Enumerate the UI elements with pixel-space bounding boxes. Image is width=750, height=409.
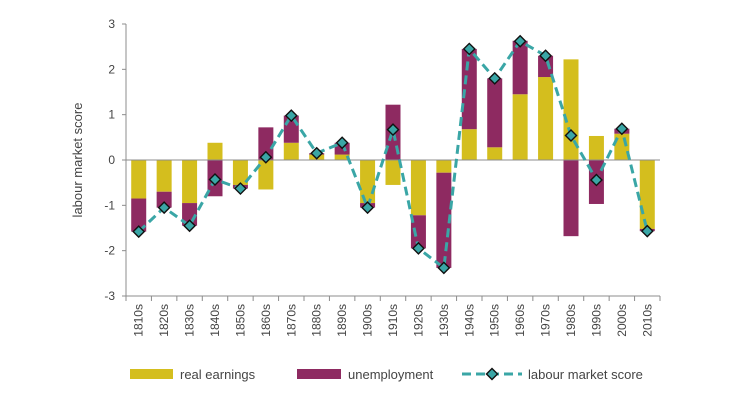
x-tick-label: 1960s [513,304,527,337]
legend-marker-labour-market-score [485,367,499,381]
bar-unemployment [538,55,554,78]
point-labour-market-score [488,71,502,85]
bar-real-earnings [334,154,350,160]
point-labour-market-score [411,241,425,255]
bar-real-earnings [512,94,528,160]
bar-unemployment [512,40,528,95]
bar-real-earnings [258,160,274,190]
bar-real-earnings [283,142,299,160]
bar-real-earnings [207,142,223,160]
x-tick-label: 1970s [539,304,553,337]
x-tick-label: 1850s [233,304,247,337]
point-labour-market-score [437,261,451,275]
point-labour-market-score [386,123,400,137]
y-axis-title: labour market score [70,103,85,218]
point-labour-market-score [310,146,324,160]
point-labour-market-score [462,42,476,56]
bar-unemployment [563,160,579,237]
line-labour-market-score [137,39,649,270]
x-tick-label: 1910s [386,304,400,337]
point-labour-market-score [564,129,578,143]
x-tick-label: 1870s [284,304,298,337]
y-tick-label: -3 [104,289,115,303]
bar-unemployment [131,198,147,232]
bar-real-earnings [436,160,452,173]
y-tick-label: 1 [108,108,115,122]
x-tick-label: 1830s [183,304,197,337]
legend-swatch-real-earnings [130,369,173,379]
point-labour-market-score [284,109,298,123]
x-tick-label: 1820s [157,304,171,337]
point-labour-market-score [539,49,553,63]
legend-label-real-earnings: real earnings [180,367,256,382]
point-labour-market-score [589,173,603,187]
bar-real-earnings [538,77,554,160]
point-labour-market-score [615,122,629,136]
x-tick-label: 1890s [335,304,349,337]
legend-swatch-unemployment [297,369,341,379]
x-tick-label: 1940s [462,304,476,337]
bar-real-earnings [410,160,426,216]
x-tick-label: 1990s [589,304,603,337]
bar-real-earnings [487,147,503,160]
point-labour-market-score [513,34,527,48]
point-labour-market-score [132,225,146,239]
bar-real-earnings [385,160,401,185]
x-tick-label: 1840s [208,304,222,337]
point-labour-market-score [361,201,375,215]
x-tick-label: 1810s [132,304,146,337]
y-tick-label: -1 [104,198,115,212]
bar-unemployment [410,215,426,249]
point-labour-market-score [157,201,171,215]
bar-real-earnings [182,160,198,204]
point-labour-market-score [233,182,247,196]
bar-real-earnings [156,160,172,192]
x-tick-label: 1880s [310,304,324,337]
bar-real-earnings [232,160,248,185]
x-tick-label: 2010s [640,304,654,337]
y-tick-label: -2 [104,244,115,258]
point-labour-market-score [335,136,349,150]
x-tick-label: 1980s [564,304,578,337]
x-tick-label: 2000s [615,304,629,337]
bar-unemployment [258,127,274,160]
x-tick-label: 1950s [488,304,502,337]
x-tick-label: 1900s [361,304,375,337]
bar-unemployment [156,191,172,208]
point-labour-market-score [208,173,222,186]
point-labour-market-score [640,224,654,238]
legend-label-labour-market-score: labour market score [528,367,643,382]
point-labour-market-score [259,150,273,164]
bar-real-earnings [461,129,477,160]
bar-real-earnings [588,135,604,160]
y-tick-label: 0 [108,153,115,167]
point-labour-market-score [183,219,197,233]
x-tick-label: 1920s [411,304,425,337]
x-tick-label: 1930s [437,304,451,337]
x-tick-label: 1860s [259,304,273,337]
bar-real-earnings [131,160,147,199]
bar-unemployment [461,48,477,130]
bar-unemployment [487,78,503,148]
y-tick-label: 3 [108,17,115,31]
legend-label-unemployment: unemployment [348,367,434,382]
bar-real-earnings [639,160,655,229]
y-tick-label: 2 [108,62,115,76]
